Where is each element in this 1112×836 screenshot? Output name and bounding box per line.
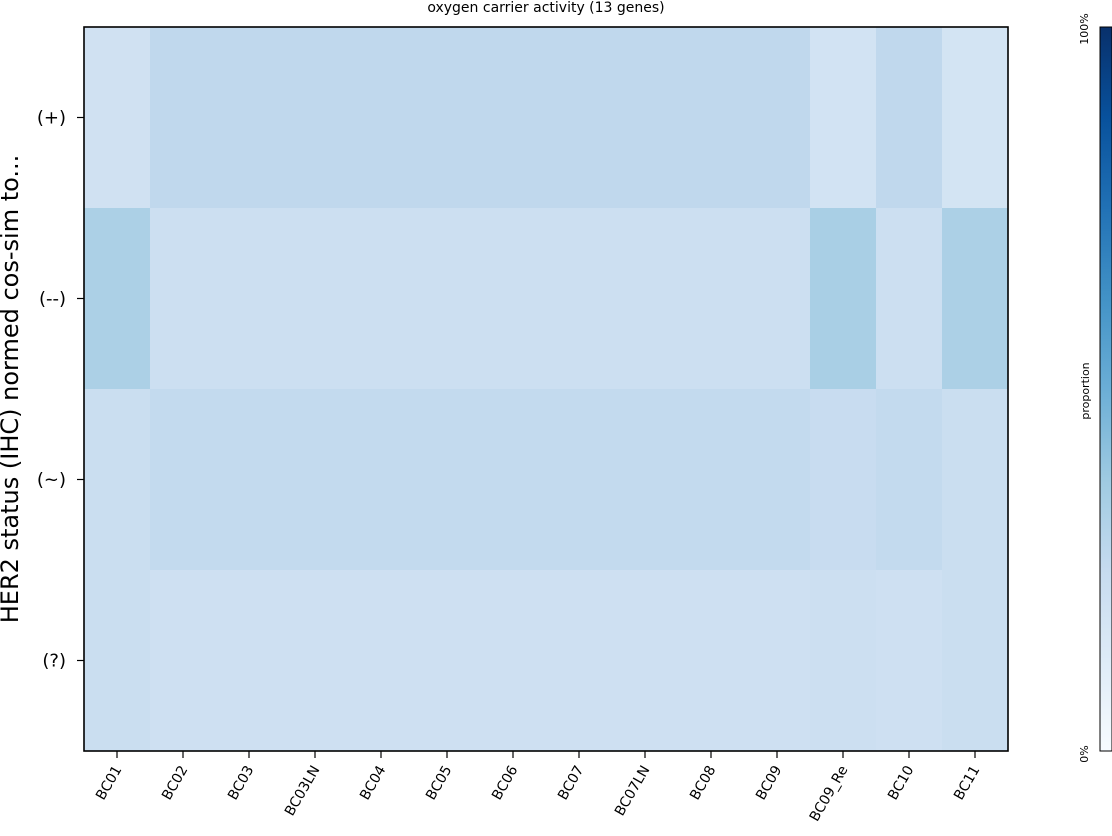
- heatmap-cell: [744, 389, 811, 571]
- x-tick-label: BC06: [489, 763, 521, 803]
- colorbar-max-label: 100%: [1078, 13, 1091, 44]
- y-axis-label: HER2 status (IHC) normed cos-sim to...: [0, 155, 24, 624]
- x-tick-label: BC03: [225, 763, 257, 803]
- heatmap-cell: [282, 389, 349, 571]
- heatmap-cell: [216, 389, 283, 571]
- heatmap-cell: [876, 27, 943, 209]
- heatmap-cell: [876, 208, 943, 390]
- x-tick-label: BC09_Re: [807, 763, 852, 824]
- heatmap-cell: [810, 570, 877, 752]
- heatmap-cell: [612, 208, 679, 390]
- heatmap-cell: [150, 27, 217, 209]
- heatmap-cell: [216, 570, 283, 752]
- heatmap-cell: [744, 208, 811, 390]
- heatmap-cell: [282, 208, 349, 390]
- y-tick-label: (?): [42, 651, 66, 672]
- heatmap-cell: [678, 570, 745, 752]
- heatmap-cell: [612, 389, 679, 571]
- x-tick-label: BC01: [93, 763, 125, 803]
- colorbar-min-label: 0%: [1078, 745, 1091, 762]
- heatmap-cell: [150, 208, 217, 390]
- heatmap-cell: [480, 570, 547, 752]
- heatmap-cell: [414, 389, 481, 571]
- heatmap-cell: [546, 208, 613, 390]
- heatmap-cell: [348, 27, 415, 209]
- heatmap-cell: [414, 208, 481, 390]
- heatmap-cell: [744, 27, 811, 209]
- heatmap-cell: [282, 570, 349, 752]
- colorbar-axis-label: proportion: [1079, 362, 1092, 419]
- heatmap-cell: [546, 570, 613, 752]
- heatmap-cell: [678, 208, 745, 390]
- heatmap-cell: [480, 389, 547, 571]
- heatmap-cell: [414, 27, 481, 209]
- x-tick-label: BC07: [555, 763, 587, 803]
- heatmap-cell: [216, 27, 283, 209]
- heatmap-cell: [612, 570, 679, 752]
- heatmap-cell: [480, 208, 547, 390]
- x-tick-label: BC08: [687, 763, 719, 803]
- heatmap-cell: [414, 570, 481, 752]
- heatmap-cell: [678, 27, 745, 209]
- heatmap-cell: [282, 27, 349, 209]
- heatmap-cell: [744, 570, 811, 752]
- x-tick-label: BC11: [951, 763, 983, 803]
- y-tick-label: (~): [37, 470, 66, 491]
- heatmap-cell: [942, 570, 1009, 752]
- plot-frame: [83, 26, 1009, 752]
- y-axis-ticks: (+) (--) (~) (?): [37, 108, 84, 672]
- heatmap-cell: [84, 570, 151, 752]
- x-tick-label: BC05: [423, 763, 455, 803]
- heatmap-cell: [942, 389, 1009, 571]
- heatmap-cell: [150, 570, 217, 752]
- colorbar: [1099, 26, 1112, 752]
- heatmap-cell: [84, 208, 151, 390]
- heatmap-cell: [546, 389, 613, 571]
- heatmap-cell: [348, 208, 415, 390]
- heatmap-cell: [810, 27, 877, 209]
- x-tick-label: BC10: [885, 763, 917, 803]
- x-tick-label: BC02: [159, 763, 191, 803]
- heatmap-cell: [810, 208, 877, 390]
- heatmap-cell: [942, 208, 1009, 390]
- heatmap-cell: [84, 27, 151, 209]
- x-tick-label: BC07LN: [612, 763, 653, 819]
- heatmap-cell: [348, 389, 415, 571]
- chart-title: oxygen carrier activity (13 genes): [427, 0, 664, 16]
- heatmap-cell: [876, 389, 943, 571]
- heatmap-cell: [216, 208, 283, 390]
- heatmap-cell: [612, 27, 679, 209]
- heatmap-cell: [84, 389, 151, 571]
- y-tick-label: (+): [37, 108, 66, 129]
- heatmap-cells: [84, 27, 1009, 752]
- heatmap-cell: [876, 570, 943, 752]
- heatmap-cell: [150, 389, 217, 571]
- heatmap-cell: [348, 570, 415, 752]
- x-tick-label: BC03LN: [282, 763, 323, 819]
- x-tick-label: BC09: [753, 763, 785, 803]
- heatmap-cell: [678, 389, 745, 571]
- heatmap-cell: [942, 27, 1009, 209]
- heatmap-cell: [480, 27, 547, 209]
- heatmap-cell: [546, 27, 613, 209]
- x-tick-label: BC04: [357, 763, 389, 803]
- heatmap-cell: [810, 389, 877, 571]
- y-tick-label: (--): [39, 289, 66, 310]
- x-axis-ticks: BC01 BC02 BC03 BC03LN BC04 BC05 BC06 BC07 BC07LN…: [93, 751, 983, 824]
